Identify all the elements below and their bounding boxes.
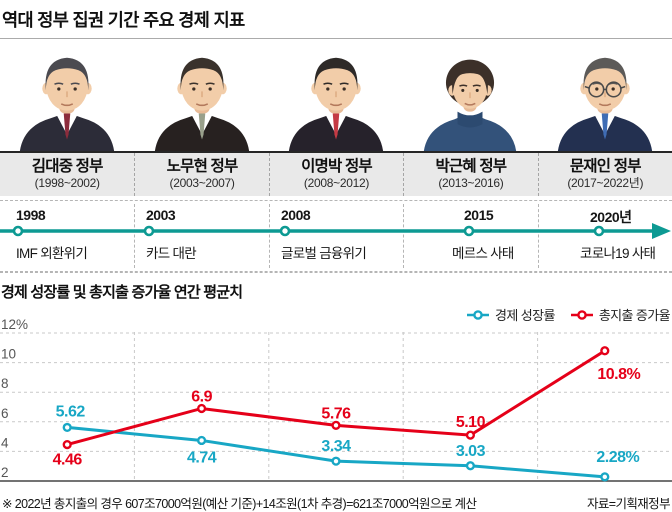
portrait-roh-moo-hyun bbox=[154, 57, 249, 151]
photo-cell-moon-jae-in bbox=[538, 39, 672, 151]
spending-growth-line bbox=[66, 349, 606, 447]
legend-item-growth: 경제 성장률 bbox=[466, 305, 555, 324]
government-name: 박근혜 정부 bbox=[435, 158, 507, 175]
timeline-event: 코로나19 사태 bbox=[580, 246, 656, 261]
timeline-year: 2020년 bbox=[590, 209, 632, 225]
y-axis-tick-label: 12% bbox=[1, 319, 28, 332]
government-name: 김대중 정부 bbox=[31, 158, 104, 175]
source: 자료=기획재정부 bbox=[586, 497, 671, 511]
y-axis-tick-label: 4 bbox=[1, 435, 9, 450]
timeline-event: 메르스 사태 bbox=[452, 246, 514, 261]
data-point bbox=[331, 420, 341, 430]
y-axis-tick-label: 6 bbox=[1, 406, 9, 421]
legend-label-spending: 총지출 증가율 bbox=[598, 308, 671, 323]
data-label: 2.28% bbox=[596, 449, 639, 466]
photo-cell-roh-moo-hyun bbox=[134, 39, 268, 151]
footer: ※ 2022년 총지출의 경우 607조7000억원(예산 기준)+14조원(1… bbox=[0, 485, 672, 512]
data-label: 3.03 bbox=[456, 443, 486, 460]
timeline-year: 2015 bbox=[464, 207, 494, 223]
data-point bbox=[331, 456, 341, 466]
presidents-label-bar: 김대중 정부 (1998~2002) 노무현 정부 (2003~2007) 이명박 … bbox=[0, 151, 672, 196]
timeline-separator bbox=[403, 204, 405, 268]
data-label: 5.76 bbox=[321, 405, 351, 422]
data-label: 6.9 bbox=[191, 388, 212, 405]
government-name: 이명박 정부 bbox=[301, 158, 373, 175]
data-label: 3.34 bbox=[321, 438, 351, 455]
y-axis-tick-label: 10 bbox=[1, 347, 16, 362]
spending-line-marker-icon bbox=[570, 309, 593, 320]
government-term: (2013~2016) bbox=[438, 176, 504, 190]
timeline-separator bbox=[537, 204, 539, 268]
footnote: ※ 2022년 총지출의 경우 607조7000억원(예산 기준)+14조원(1… bbox=[2, 497, 477, 511]
data-point bbox=[197, 403, 207, 414]
photo-cell-kim-dae-jung bbox=[0, 39, 134, 151]
legend-label-growth: 경제 성장률 bbox=[495, 308, 555, 323]
photo-cell-park-geun-hye bbox=[403, 39, 537, 151]
portrait-lee-myung-bak bbox=[288, 57, 384, 151]
timeline-separator bbox=[268, 204, 270, 268]
timeline-arrow-icon bbox=[652, 223, 671, 239]
timeline-dot-2008 bbox=[279, 225, 291, 237]
economic-indicators-line-chart: 12% 10 8 6 4 2 5.62 4.74 3.34 3.03 2.28% 4.46 6.9 5.7… bbox=[0, 319, 672, 482]
data-label: 4.74 bbox=[187, 449, 217, 466]
government-label-moon-jae-in: 문재인 정부 (2017~2022년) bbox=[537, 153, 672, 196]
portrait-park-geun-hye bbox=[424, 59, 517, 151]
chart-legend: 경제 성장률 총지출 증가율 bbox=[466, 305, 671, 324]
data-label: 10.8% bbox=[597, 366, 640, 383]
timeline-separator bbox=[134, 204, 136, 268]
legend-item-spending: 총지출 증가율 bbox=[570, 305, 671, 324]
government-term: (1998~2002) bbox=[34, 176, 100, 190]
data-point bbox=[62, 422, 72, 433]
timeline-year: 2003 bbox=[146, 207, 176, 223]
timeline-dot-2003 bbox=[143, 225, 155, 237]
photo-cell-lee-myung-bak bbox=[269, 39, 403, 151]
timeline: 1998 IMF 외환위기 2003 카드 대란 2008 글로벌 금융위기 2015… bbox=[0, 200, 672, 272]
timeline-dot-1998 bbox=[12, 225, 24, 237]
data-point bbox=[600, 346, 610, 356]
data-label: 5.62 bbox=[56, 403, 86, 420]
page-title: 역대 정부 집권 기간 주요 경제 지표 bbox=[0, 0, 672, 39]
data-point bbox=[465, 461, 476, 471]
chart-section: 경제 성장률 및 총지출 증가율 연간 평균치 경제 성장률 총지출 증가율 1… bbox=[0, 272, 672, 485]
portrait-kim-dae-jung bbox=[20, 57, 115, 151]
government-name: 문재인 정부 bbox=[569, 158, 642, 175]
timeline-year: 1998 bbox=[16, 207, 46, 223]
government-label-park-geun-hye: 박근혜 정부 (2013~2016) bbox=[403, 153, 537, 196]
data-point bbox=[600, 472, 610, 482]
timeline-dot-2015 bbox=[463, 225, 475, 237]
data-label: 4.46 bbox=[53, 452, 83, 469]
government-name: 노무현 정부 bbox=[166, 158, 239, 175]
chart-title: 경제 성장률 및 총지출 증가율 연간 평균치 bbox=[1, 284, 243, 301]
data-point bbox=[465, 430, 476, 440]
timeline-axis bbox=[0, 223, 671, 239]
data-label: 5.10 bbox=[456, 414, 486, 431]
presidents-photo-row bbox=[0, 39, 672, 151]
portrait-moon-jae-in bbox=[557, 57, 652, 151]
data-point bbox=[62, 439, 72, 450]
government-label-kim-dae-jung: 김대중 정부 (1998~2002) bbox=[0, 153, 134, 196]
timeline-year: 2008 bbox=[281, 207, 311, 223]
government-term: (2003~2007) bbox=[169, 176, 235, 190]
data-point bbox=[197, 435, 207, 446]
timeline-event: 카드 대란 bbox=[146, 246, 197, 261]
timeline-dot-2020년 bbox=[593, 225, 605, 237]
government-term: (2017~2022년) bbox=[567, 176, 644, 190]
y-axis-tick-label: 8 bbox=[1, 376, 9, 391]
government-label-lee-myung-bak: 이명박 정부 (2008~2012) bbox=[268, 153, 403, 196]
timeline-event: 글로벌 금융위기 bbox=[281, 246, 367, 261]
government-label-roh-moo-hyun: 노무현 정부 (2003~2007) bbox=[134, 153, 268, 196]
y-axis-tick-label: 2 bbox=[1, 465, 9, 480]
growth-line-marker-icon bbox=[467, 309, 489, 320]
government-term: (2008~2012) bbox=[303, 176, 370, 190]
timeline-event: IMF 외환위기 bbox=[16, 246, 88, 261]
